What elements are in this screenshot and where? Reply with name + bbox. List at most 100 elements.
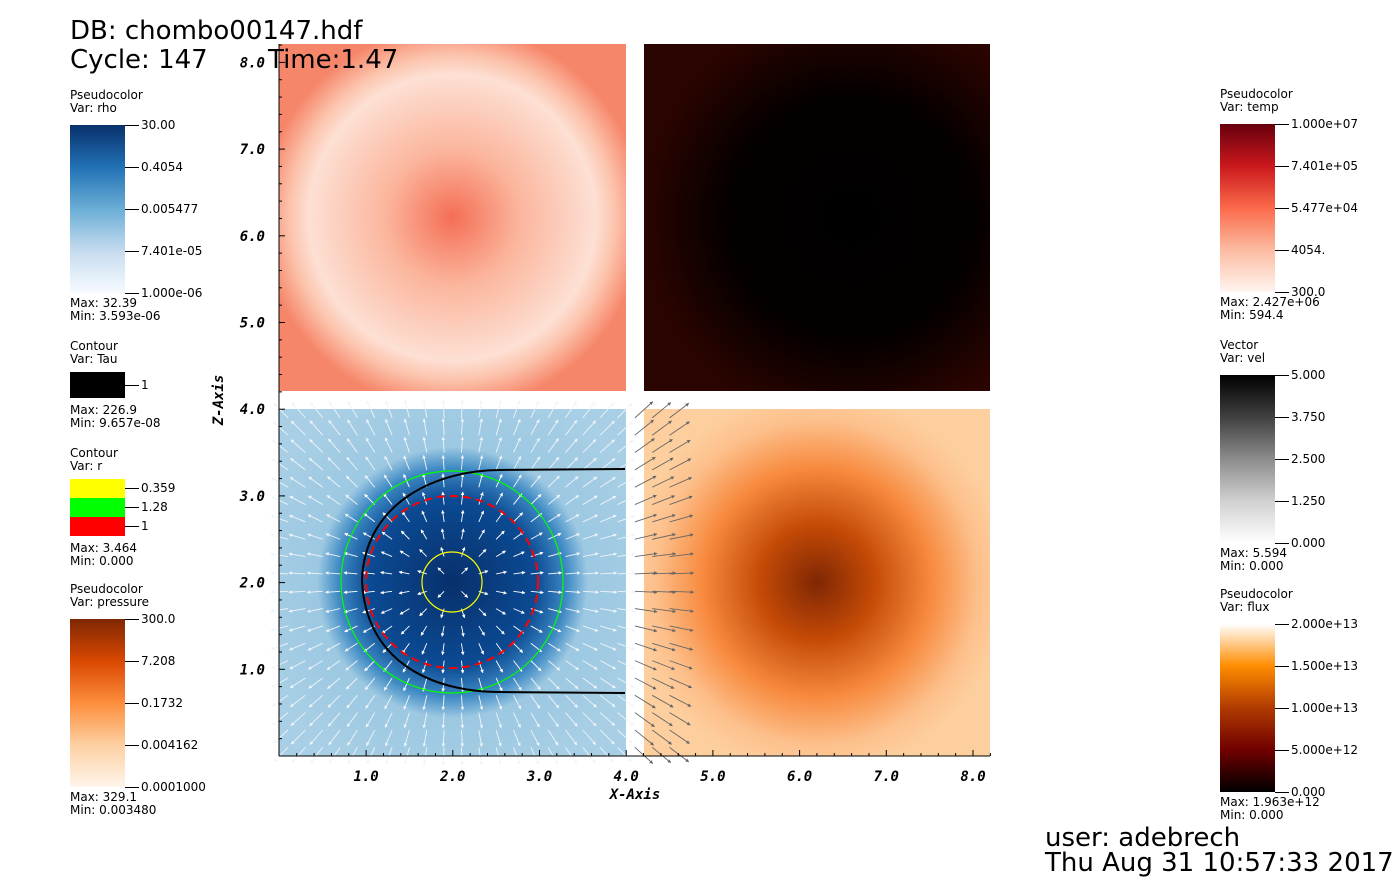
velocity-arrow	[460, 643, 465, 656]
velocity-arrow	[652, 571, 677, 575]
velocity-arrow	[617, 403, 633, 419]
velocity-arrow	[344, 642, 358, 652]
velocity-arrow	[634, 694, 656, 709]
x-tick-label: 4.0	[614, 769, 639, 785]
velocity-arrow	[565, 438, 578, 453]
velocity-arrow	[345, 494, 358, 505]
colorbar-tick: 2.500	[1275, 452, 1325, 465]
velocity-arrow	[495, 712, 502, 729]
velocity-arrow	[307, 533, 323, 540]
velocity-arrow	[271, 477, 289, 488]
velocity-arrow	[669, 608, 694, 613]
velocity-arrow	[422, 418, 428, 436]
velocity-arrow	[547, 625, 562, 633]
velocity-arrow	[617, 590, 636, 594]
legend-max: Max: 3.464	[70, 541, 138, 555]
velocity-arrow	[617, 747, 633, 762]
velocity-arrow	[441, 729, 446, 748]
velocity-arrow	[307, 495, 323, 505]
colorbar-tick: 4054.	[1275, 243, 1325, 256]
velocity-arrow	[582, 514, 599, 523]
velocity-arrow	[403, 455, 410, 471]
velocity-arrow	[325, 590, 341, 594]
velocity-arrow	[513, 642, 524, 653]
velocity-arrow	[325, 552, 341, 558]
legend-var: Var: vel	[1220, 351, 1266, 365]
velocity-arrow	[288, 608, 306, 613]
velocity-arrow	[599, 677, 616, 689]
velocity-arrow	[385, 729, 393, 747]
colorbar-tick: 300.0	[125, 612, 175, 625]
velocity-arrow	[547, 729, 559, 746]
velocity-arrow	[530, 456, 541, 471]
velocity-arrow	[634, 513, 658, 523]
velocity-arrow	[344, 513, 358, 523]
velocity-arrow	[565, 729, 578, 746]
velocity-arrow	[422, 660, 428, 674]
velocity-arrow	[306, 608, 323, 613]
y-tick-label: 2.0	[239, 576, 265, 592]
velocity-arrow	[328, 419, 341, 436]
velocity-arrow	[306, 590, 323, 594]
velocity-arrow	[634, 494, 657, 505]
velocity-arrow	[617, 729, 633, 744]
legend-flux: Pseudocolor Var: flux 2.000e+13 1.500e+13 1.…	[1220, 587, 1370, 822]
contour-swatch	[70, 498, 125, 517]
velocity-arrow	[651, 439, 673, 453]
y-tick-label: 3.0	[239, 489, 265, 505]
legend-min: Min: 0.003480	[70, 803, 157, 817]
velocity-arrow	[634, 438, 655, 453]
x-tick-label: 7.0	[874, 769, 899, 785]
velocity-arrow	[381, 531, 393, 540]
velocity-arrow	[441, 712, 446, 729]
velocity-arrow	[307, 642, 323, 651]
velocity-arrow	[495, 608, 507, 615]
contour-r-0.359	[421, 551, 483, 613]
contour-r-1	[365, 495, 539, 669]
contour-level: 1	[125, 378, 149, 391]
legend-title: Pseudocolor	[70, 582, 143, 596]
velocity-arrow	[651, 746, 672, 763]
velocity-arrow	[669, 746, 690, 763]
velocity-arrow	[478, 729, 483, 747]
velocity-arrow	[309, 420, 324, 436]
velocity-arrow	[547, 642, 561, 652]
velocity-arrow	[582, 642, 599, 651]
velocity-arrow	[565, 590, 581, 594]
velocity-arrow	[669, 712, 691, 726]
velocity-arrow	[403, 677, 410, 692]
legend-max: Max: 329.1	[70, 790, 138, 804]
contour-level: 1.28	[125, 501, 168, 514]
velocity-arrow	[309, 438, 324, 453]
velocity-arrow	[441, 509, 445, 522]
velocity-arrow	[652, 476, 675, 488]
velocity-arrow	[530, 532, 543, 540]
velocity-arrow	[441, 643, 445, 656]
x-tick-label: 2.0	[439, 769, 465, 785]
velocity-arrow	[419, 608, 428, 617]
x-tick-label: 5.0	[700, 769, 725, 785]
velocity-arrow	[365, 437, 376, 453]
legend-title: Contour	[70, 339, 118, 353]
velocity-arrow	[288, 533, 306, 540]
velocity-arrow	[652, 514, 676, 523]
velocity-arrow	[669, 477, 693, 488]
velocity-arrow	[530, 493, 542, 505]
velocity-arrow	[617, 712, 634, 726]
velocity-arrow	[548, 590, 563, 595]
velocity-arrow	[403, 400, 410, 418]
velocity-arrow	[582, 457, 597, 471]
velocity-arrow	[617, 625, 636, 632]
velocity-arrow	[288, 590, 306, 594]
legend-title: Pseudocolor	[1220, 587, 1293, 601]
velocity-arrow	[326, 495, 341, 505]
velocity-arrow	[599, 729, 615, 745]
flux-panel	[644, 44, 990, 391]
velocity-arrow	[291, 402, 306, 419]
velocity-arrow	[273, 403, 289, 419]
legend-min: Min: 0.000	[1220, 559, 1284, 573]
x-tick-label: 1.0	[353, 769, 378, 785]
velocity-arrow	[651, 694, 674, 708]
velocity-arrow	[547, 456, 560, 471]
colorbar-tick: 1.250	[1275, 494, 1325, 507]
